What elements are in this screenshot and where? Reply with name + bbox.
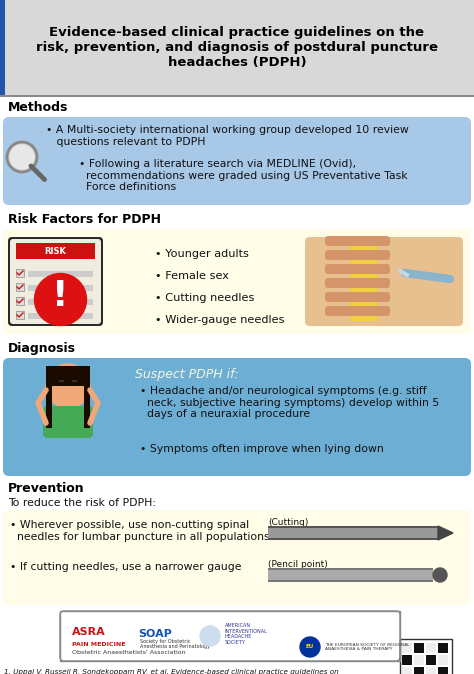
Bar xyxy=(268,568,433,582)
Text: RISK: RISK xyxy=(45,247,66,255)
Circle shape xyxy=(10,145,34,169)
Text: Prevention: Prevention xyxy=(8,482,85,495)
Bar xyxy=(402,643,412,653)
Text: EU: EU xyxy=(306,644,314,650)
Bar xyxy=(16,297,24,305)
FancyBboxPatch shape xyxy=(3,117,471,205)
Bar xyxy=(28,285,93,291)
Text: AMERICAN
INTERVENTIONAL
HEADACHE
SOCIETY: AMERICAN INTERVENTIONAL HEADACHE SOCIETY xyxy=(225,623,268,645)
Bar xyxy=(402,667,412,674)
Text: • Female sex: • Female sex xyxy=(155,271,229,281)
Bar xyxy=(426,643,436,653)
Text: SOAP: SOAP xyxy=(138,629,172,639)
FancyBboxPatch shape xyxy=(325,278,390,288)
Bar xyxy=(438,667,448,674)
Circle shape xyxy=(46,364,90,408)
Text: • Cutting needles: • Cutting needles xyxy=(155,293,255,303)
FancyBboxPatch shape xyxy=(3,229,471,334)
Bar xyxy=(414,643,424,653)
Circle shape xyxy=(433,568,447,582)
Bar xyxy=(426,667,436,674)
Bar xyxy=(16,243,95,259)
Text: Suspect PDPH if:: Suspect PDPH if: xyxy=(135,368,239,381)
FancyBboxPatch shape xyxy=(43,406,93,438)
Text: • Headache and/or neurological symptoms (e.g. stiff
  neck, subjective hearing s: • Headache and/or neurological symptoms … xyxy=(140,386,439,419)
Text: • Following a literature search via MEDLINE (Ovid),
        recommendations were: • Following a literature search via MEDL… xyxy=(58,159,408,192)
Bar xyxy=(16,283,24,291)
FancyBboxPatch shape xyxy=(8,237,103,326)
Bar xyxy=(400,639,452,674)
Text: Evidence-based clinical practice guidelines on the
risk, prevention, and diagnos: Evidence-based clinical practice guideli… xyxy=(36,26,438,69)
Text: • Younger adults: • Younger adults xyxy=(155,249,249,259)
Bar xyxy=(60,611,400,661)
Bar xyxy=(268,528,438,538)
Text: Society for Obstetric
Anesthesia and Perinatology: Society for Obstetric Anesthesia and Per… xyxy=(140,638,210,650)
Circle shape xyxy=(35,274,86,326)
FancyBboxPatch shape xyxy=(325,306,390,316)
Bar xyxy=(0,0,474,95)
Bar xyxy=(438,655,448,665)
Bar xyxy=(438,643,448,653)
Bar xyxy=(402,655,412,665)
FancyBboxPatch shape xyxy=(3,510,471,605)
FancyBboxPatch shape xyxy=(305,237,463,326)
Text: • If cutting needles, use a narrower gauge: • If cutting needles, use a narrower gau… xyxy=(10,562,241,572)
Bar xyxy=(414,655,424,665)
FancyBboxPatch shape xyxy=(325,292,390,302)
FancyBboxPatch shape xyxy=(60,611,400,661)
Bar xyxy=(16,311,24,319)
FancyBboxPatch shape xyxy=(325,250,390,260)
Bar xyxy=(0,0,5,95)
Text: THE EUROPEAN SOCIETY OF REGIONAL
ANAESTHESIA & PAIN THERAPY: THE EUROPEAN SOCIETY OF REGIONAL ANAESTH… xyxy=(325,643,410,651)
Text: To reduce the risk of PDPH:: To reduce the risk of PDPH: xyxy=(8,498,156,508)
Bar xyxy=(268,526,438,540)
Bar xyxy=(28,313,93,319)
Text: PAIN MEDICINE: PAIN MEDICINE xyxy=(72,642,126,646)
Bar xyxy=(46,386,52,428)
Text: • Wherever possible, use non-cutting spinal
  needles for lumbar puncture in all: • Wherever possible, use non-cutting spi… xyxy=(10,520,270,542)
Text: • Wider-gauge needles: • Wider-gauge needles xyxy=(155,315,284,325)
Text: Methods: Methods xyxy=(8,101,68,114)
FancyBboxPatch shape xyxy=(3,358,471,476)
Bar xyxy=(16,269,24,277)
Text: Obstetric Anaesthetists' Association: Obstetric Anaesthetists' Association xyxy=(72,650,186,655)
Bar xyxy=(46,366,90,386)
Text: !: ! xyxy=(52,280,69,313)
Circle shape xyxy=(7,142,37,172)
Bar xyxy=(84,386,90,428)
Text: (Pencil point): (Pencil point) xyxy=(268,560,328,569)
Text: ASRA: ASRA xyxy=(72,627,106,637)
Text: 1. Uppal V, Russell R, Sondekoppam RV, et al. Evidence-based clinical practice g: 1. Uppal V, Russell R, Sondekoppam RV, e… xyxy=(4,669,339,674)
Text: (Cutting): (Cutting) xyxy=(268,518,309,527)
Bar xyxy=(0,95,474,97)
Text: • Symptoms often improve when lying down: • Symptoms often improve when lying down xyxy=(140,444,384,454)
Circle shape xyxy=(300,637,320,657)
Bar xyxy=(28,299,93,305)
FancyBboxPatch shape xyxy=(325,264,390,274)
FancyBboxPatch shape xyxy=(325,236,390,246)
Bar xyxy=(426,655,436,665)
Bar xyxy=(414,667,424,674)
Text: Diagnosis: Diagnosis xyxy=(8,342,76,355)
FancyBboxPatch shape xyxy=(10,239,101,324)
Text: Risk Factors for PDPH: Risk Factors for PDPH xyxy=(8,213,161,226)
Text: • A Multi-society international working group developed 10 review
   questions r: • A Multi-society international working … xyxy=(46,125,409,147)
Circle shape xyxy=(200,626,220,646)
Bar xyxy=(268,570,433,580)
Bar xyxy=(350,242,378,321)
Bar xyxy=(28,271,93,277)
Polygon shape xyxy=(438,526,453,540)
